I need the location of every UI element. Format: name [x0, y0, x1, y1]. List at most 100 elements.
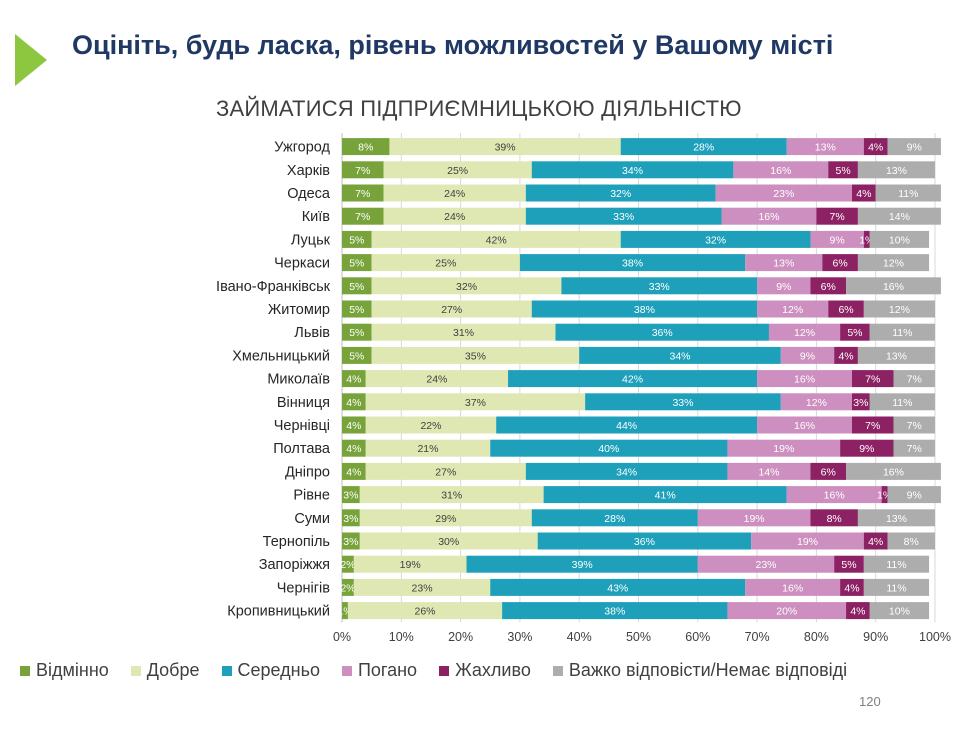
bar-segment — [342, 184, 384, 202]
data-label: 9% — [907, 142, 922, 154]
page-number: 120 — [859, 694, 881, 709]
bar-segment — [342, 462, 366, 480]
data-label: 16% — [794, 420, 815, 432]
bar-segment — [342, 416, 366, 434]
category-label: Черкаси — [274, 256, 330, 272]
bar-segment — [466, 555, 698, 573]
data-label: 23% — [412, 582, 433, 594]
legend-swatch — [130, 665, 141, 676]
bar-segment — [768, 323, 841, 341]
x-tick-label: 0% — [333, 630, 351, 644]
legend-swatch — [552, 665, 563, 676]
bar-segment — [828, 161, 858, 179]
bar-segment — [525, 207, 722, 225]
category-label: Тернопіль — [263, 534, 330, 550]
bar-segment — [851, 370, 894, 388]
data-label: 7% — [865, 420, 880, 432]
bar-segment — [857, 207, 941, 225]
bar-segment — [846, 602, 870, 620]
data-label: 6% — [838, 304, 853, 316]
legend-label: Жахливо — [455, 660, 531, 680]
data-label: 42% — [486, 234, 507, 246]
bar-segment — [863, 532, 888, 550]
bar-segment — [840, 439, 894, 457]
data-label: 7% — [355, 211, 370, 223]
data-label: 9% — [800, 350, 815, 362]
bar-segment — [786, 486, 882, 504]
category-label: Ужгород — [274, 140, 330, 156]
data-label: 38% — [622, 258, 643, 270]
data-label: 10% — [889, 234, 910, 246]
bar-segment — [561, 277, 758, 295]
bar-segment — [496, 416, 758, 434]
data-label: 36% — [634, 536, 655, 548]
bar-segment — [780, 346, 835, 364]
category-label: Вінниця — [277, 395, 330, 411]
data-label: 5% — [349, 350, 364, 362]
bar-segment — [383, 207, 526, 225]
bar-segment — [893, 370, 935, 388]
stacked-bar-chart: 0% 10% 20% 30% 40% 50% 60% 70% 80% 90% 100% Ужгород… — [216, 133, 951, 644]
bar-segment — [490, 578, 746, 596]
data-label: 10% — [889, 606, 910, 618]
data-label: 24% — [426, 374, 447, 386]
bar-segment — [371, 323, 556, 341]
category-label: Запоріжжя — [259, 557, 330, 573]
bar-segment — [810, 462, 847, 480]
legend-label: Середньо — [237, 660, 320, 680]
data-label: 6% — [821, 281, 836, 293]
legend-label: Добре — [146, 660, 200, 680]
data-label: 4% — [844, 582, 859, 594]
data-label: 23% — [773, 188, 794, 200]
data-label: 7% — [355, 188, 370, 200]
bar-segment — [834, 555, 864, 573]
bar-segment — [881, 486, 888, 504]
data-label: 29% — [435, 513, 456, 525]
bar-segment — [857, 509, 935, 527]
data-label: 2% — [340, 582, 355, 594]
bar-segment — [851, 416, 894, 434]
data-label: 16% — [758, 211, 779, 223]
data-label: 20% — [776, 606, 797, 618]
bar-segment — [342, 370, 366, 388]
bar-segment — [721, 207, 817, 225]
data-label: 28% — [604, 513, 625, 525]
bar-segment — [697, 509, 811, 527]
data-label: 12% — [782, 304, 803, 316]
data-label: 43% — [607, 582, 628, 594]
bar-segment — [727, 602, 847, 620]
bar-segment — [342, 346, 372, 364]
bar-segment — [810, 509, 858, 527]
data-label: 7% — [355, 165, 370, 177]
data-label: 11% — [886, 559, 906, 571]
bar-segment — [745, 254, 823, 272]
category-label: Житомир — [268, 302, 330, 318]
x-tick-label: 40% — [567, 630, 592, 644]
data-label: 13% — [773, 258, 794, 270]
bar-segment — [519, 254, 746, 272]
bar-segment — [846, 462, 941, 480]
data-label: 27% — [441, 304, 462, 316]
bar-segment — [508, 370, 758, 388]
data-label: 4% — [868, 142, 883, 154]
bar-segment — [786, 138, 864, 156]
category-label: Кропивницький — [227, 604, 330, 620]
bar-segment — [863, 138, 888, 156]
data-label: 38% — [604, 606, 625, 618]
data-label: 16% — [782, 582, 803, 594]
data-label: 41% — [655, 490, 676, 502]
data-label: 24% — [444, 211, 465, 223]
data-label: 44% — [616, 420, 637, 432]
bar-segment — [342, 486, 360, 504]
data-label: 12% — [883, 258, 904, 270]
bar-segment — [893, 416, 935, 434]
data-label: 16% — [824, 490, 845, 502]
category-label: Дніпро — [285, 464, 330, 480]
data-label: 6% — [833, 258, 848, 270]
bar-segment — [887, 486, 941, 504]
data-label: 4% — [850, 606, 865, 618]
data-label: 12% — [889, 304, 910, 316]
data-label: 5% — [349, 304, 364, 316]
data-label: 3% — [343, 536, 358, 548]
bar-segment — [543, 486, 787, 504]
